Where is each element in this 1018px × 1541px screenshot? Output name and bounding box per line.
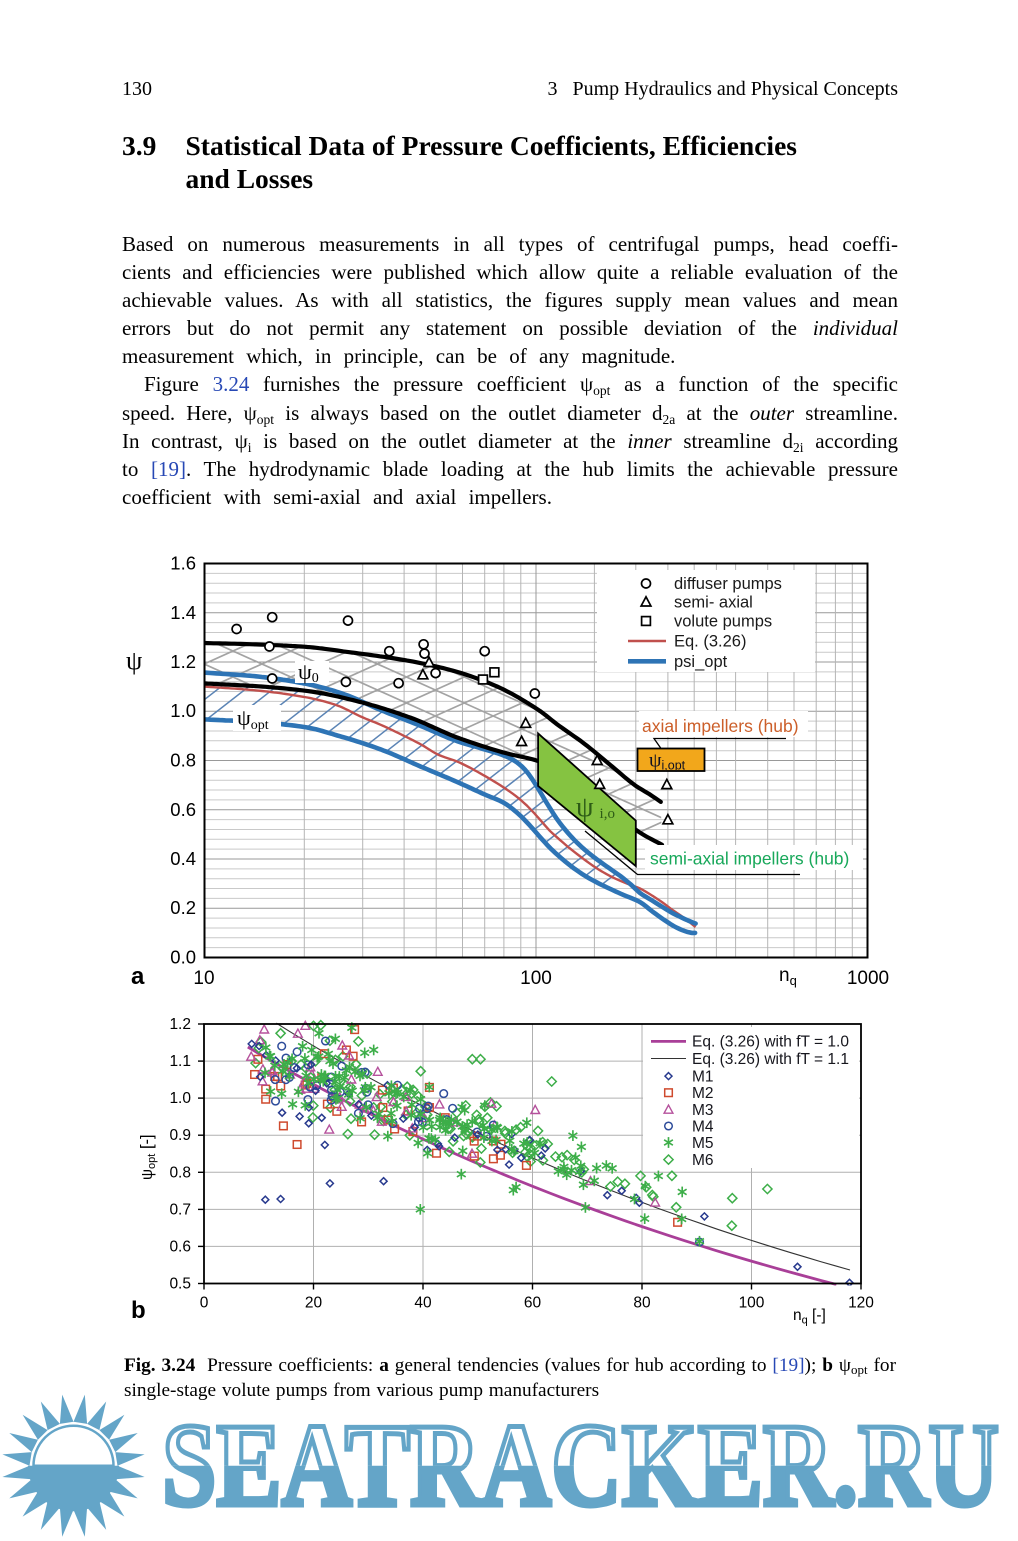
svg-text:M2: M2 bbox=[692, 1085, 714, 1102]
svg-text:nq [-]: nq [-] bbox=[793, 1307, 826, 1327]
svg-text:Eq. (3.26) with fT = 1.1: Eq. (3.26) with fT = 1.1 bbox=[692, 1051, 849, 1068]
svg-text:1.2: 1.2 bbox=[169, 1016, 191, 1033]
svg-text:1.2: 1.2 bbox=[170, 651, 196, 672]
svg-text:0.6: 0.6 bbox=[170, 799, 196, 820]
svg-text:1.0: 1.0 bbox=[170, 700, 196, 721]
svg-text:M5: M5 bbox=[692, 1135, 714, 1152]
svg-text:M6: M6 bbox=[692, 1152, 714, 1169]
svg-text:a: a bbox=[131, 963, 145, 990]
svg-text:semi- axial: semi- axial bbox=[674, 594, 753, 612]
svg-text:1.4: 1.4 bbox=[170, 602, 196, 623]
svg-text:M3: M3 bbox=[692, 1102, 714, 1119]
svg-text:1.0: 1.0 bbox=[169, 1090, 191, 1107]
svg-text:80: 80 bbox=[633, 1295, 651, 1312]
svg-text:ψopt [-]: ψopt [-] bbox=[138, 1134, 158, 1180]
svg-text:0.0: 0.0 bbox=[170, 947, 196, 968]
svg-text:1.1: 1.1 bbox=[169, 1053, 191, 1070]
svg-text:0.4: 0.4 bbox=[170, 848, 196, 869]
svg-text:60: 60 bbox=[524, 1295, 542, 1312]
svg-text:diffuser pumps: diffuser pumps bbox=[674, 575, 782, 593]
svg-text:1.6: 1.6 bbox=[170, 553, 196, 574]
svg-text:0.6: 0.6 bbox=[169, 1238, 191, 1255]
svg-text:Eq. (3.26) with fT = 1.0: Eq. (3.26) with fT = 1.0 bbox=[692, 1034, 849, 1051]
svg-text:1000: 1000 bbox=[847, 968, 889, 989]
svg-text:100: 100 bbox=[739, 1295, 765, 1312]
svg-text:0.7: 0.7 bbox=[169, 1201, 191, 1218]
svg-text:100: 100 bbox=[520, 968, 552, 989]
svg-text:axial impellers (hub): axial impellers (hub) bbox=[642, 716, 799, 736]
svg-text:0.9: 0.9 bbox=[169, 1127, 191, 1144]
svg-text:SEATRACKER.RU: SEATRACKER.RU bbox=[162, 1399, 999, 1531]
svg-text:Eq. (3.26): Eq. (3.26) bbox=[674, 633, 746, 651]
svg-text:0.5: 0.5 bbox=[169, 1276, 191, 1293]
svg-text:0: 0 bbox=[200, 1295, 209, 1312]
svg-text:b: b bbox=[131, 1297, 146, 1324]
svg-text:10: 10 bbox=[193, 968, 214, 989]
svg-text:20: 20 bbox=[305, 1295, 323, 1312]
svg-text:0.2: 0.2 bbox=[170, 897, 196, 918]
svg-text:SEATRACKER.RU: SEATRACKER.RU bbox=[162, 1399, 999, 1531]
svg-text:120: 120 bbox=[848, 1295, 874, 1312]
svg-text:M1: M1 bbox=[692, 1068, 714, 1085]
svg-text:ψ: ψ bbox=[126, 646, 142, 675]
svg-text:M4: M4 bbox=[692, 1118, 714, 1135]
svg-text:psi_opt: psi_opt bbox=[674, 653, 728, 671]
svg-text:semi-axial impellers (hub): semi-axial impellers (hub) bbox=[650, 849, 849, 869]
svg-text:0.8: 0.8 bbox=[169, 1164, 191, 1181]
svg-text:40: 40 bbox=[414, 1295, 432, 1312]
svg-text:nq: nq bbox=[779, 965, 797, 988]
svg-text:volute pumps: volute pumps bbox=[674, 613, 772, 631]
svg-text:0.8: 0.8 bbox=[170, 750, 196, 771]
